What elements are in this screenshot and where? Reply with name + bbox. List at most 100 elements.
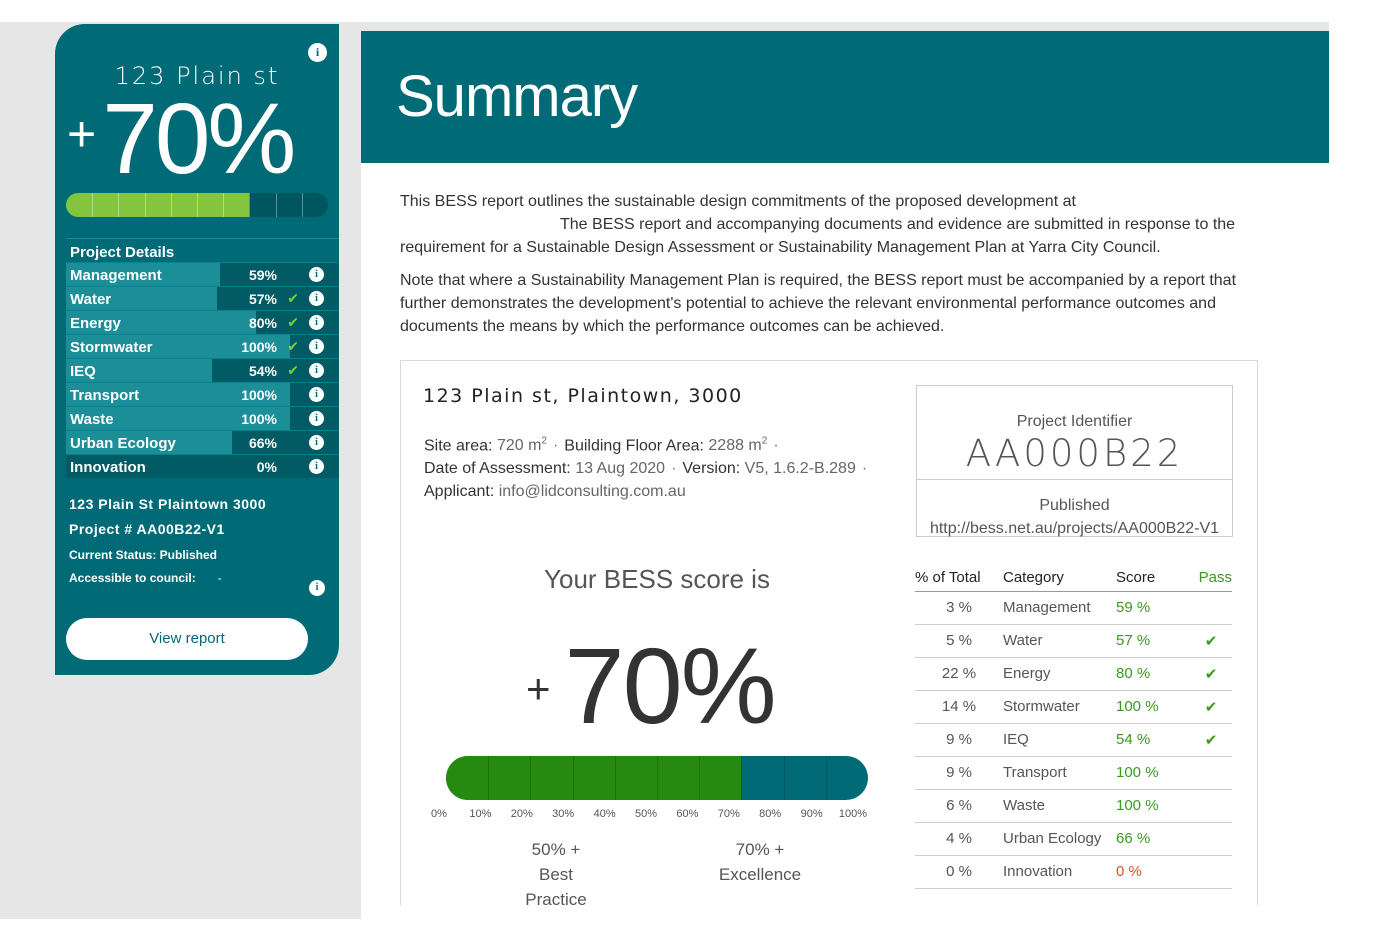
check-icon: ✔ [287, 290, 299, 306]
detail-row-label: Innovation [70, 459, 146, 476]
applicant-label: Applicant: [424, 483, 495, 501]
card-bar-tick [197, 193, 198, 217]
best-practice-threshold: 50% + Best Practice [506, 837, 606, 912]
card-score: +70% [67, 82, 296, 197]
detail-row-bar [66, 287, 218, 310]
detail-row-water[interactable]: Water 57% ✔ i [66, 286, 339, 310]
version-value: V5, 1.6.2-B.289 [744, 460, 856, 478]
meta-access-value: - [217, 571, 222, 585]
table-row: 9 % Transport 100 % [915, 756, 1232, 790]
meta-access: Accessible to council: - [69, 571, 222, 585]
meta-access-label: Accessible to council: [69, 571, 196, 585]
detail-row-energy[interactable]: Energy 80% ✔ i [66, 310, 339, 334]
table-row: 5 % Water 57 % ✔ [915, 624, 1232, 658]
detail-row-innovation[interactable]: Innovation 0% i [66, 454, 339, 478]
gauge-tick-label: 20% [510, 808, 533, 820]
meta-status: Current Status: Published [69, 548, 218, 562]
info-icon[interactable]: i [309, 291, 324, 306]
check-icon [1190, 756, 1232, 790]
floor-area-label: Building Floor Area: [564, 437, 704, 455]
detail-row-bar [66, 407, 290, 430]
cell-total: 14 % [915, 690, 1003, 724]
cell-score: 80 % [1116, 657, 1190, 691]
intro-p1-b: The BESS report and accompanying documen… [400, 216, 1236, 256]
cell-total: 4 % [915, 822, 1003, 856]
check-icon [1190, 789, 1232, 823]
card-bar-tick [301, 193, 303, 217]
gauge-tick-label: 50% [634, 808, 658, 820]
identifier-url[interactable]: http://bess.net.au/projects/AA000B22-V1 [929, 520, 1220, 537]
check-icon [1190, 591, 1232, 625]
check-icon: ✔ [1190, 690, 1232, 724]
info-icon[interactable]: i [308, 43, 327, 62]
info-icon[interactable]: i [309, 580, 325, 596]
best-practice-label: Best Practice [525, 865, 587, 909]
version-label: Version: [682, 460, 741, 478]
detail-row-urban-ecology[interactable]: Urban Ecology 66% i [66, 430, 339, 454]
check-icon: ✔ [1190, 723, 1232, 757]
detail-row-stormwater[interactable]: Stormwater 100% ✔ i [66, 334, 339, 358]
cell-total: 6 % [915, 789, 1003, 823]
score-gauge-fill [446, 756, 742, 800]
detail-row-ieq[interactable]: IEQ 54% ✔ i [66, 358, 339, 382]
project-facts: Site area: 720 m2 · Building Floor Area: 2… [424, 430, 873, 503]
meta-address: 123 Plain St Plaintown 3000 [69, 496, 267, 512]
gauge-tick-label: 0% [431, 808, 447, 820]
info-icon[interactable]: i [309, 459, 324, 474]
card-score-plus: + [67, 106, 97, 162]
detail-row-label: Urban Ecology [70, 435, 176, 452]
cell-category: Waste [1003, 789, 1116, 823]
intro-paragraph-1: This BESS report outlines the sustainabl… [400, 190, 1250, 259]
meta-project-number: Project # AA00B22-V1 [69, 521, 225, 537]
detail-row-waste[interactable]: Waste 100% i [66, 406, 339, 430]
info-icon[interactable]: i [309, 435, 324, 450]
date-label: Date of Assessment: [424, 460, 571, 478]
intro-text: This BESS report outlines the sustainabl… [400, 190, 1250, 348]
info-icon[interactable]: i [309, 267, 324, 282]
check-icon: ✔ [287, 314, 299, 330]
info-icon[interactable]: i [309, 339, 324, 354]
detail-row-label: Energy [70, 315, 121, 332]
info-icon[interactable]: i [309, 363, 324, 378]
detail-row-label: Stormwater [70, 339, 153, 356]
detail-row-label: Water [70, 291, 112, 308]
cell-category: Management [1003, 591, 1116, 625]
cell-score: 59 % [1116, 591, 1190, 625]
cell-total: 9 % [915, 723, 1003, 757]
excellence-label: Excellence [718, 865, 802, 884]
table-row: 9 % IEQ 54 % ✔ [915, 723, 1232, 757]
separator: · [773, 437, 779, 455]
best-practice-value: 50% + [531, 840, 581, 859]
view-report-button[interactable]: View report [66, 618, 308, 660]
detail-row-bar [66, 383, 290, 406]
facts-line-3: Applicant: info@lidconsulting.com.au [424, 480, 873, 503]
table-row: 0 % Innovation 0 % [915, 855, 1232, 889]
cell-score: 0 % [1116, 855, 1190, 889]
detail-row-value: 66% [248, 435, 277, 451]
detail-row-value: 100% [241, 339, 277, 355]
applicant-value[interactable]: info@lidconsulting.com.au [498, 483, 686, 501]
gauge-tick [699, 756, 701, 800]
identifier-divider [917, 479, 1232, 480]
score-value: 70% [564, 625, 777, 746]
info-icon[interactable]: i [309, 411, 324, 426]
gauge-tick-label: 30% [552, 808, 575, 820]
card-bar-tick [275, 193, 277, 217]
table-row: 4 % Urban Ecology 66 % [915, 822, 1232, 856]
separator: · [861, 460, 868, 478]
separator: · [671, 460, 677, 478]
check-icon: ✔ [1190, 657, 1232, 691]
floor-area-value: 2288 m2 [708, 436, 768, 455]
info-icon[interactable]: i [309, 387, 324, 402]
detail-row-value: 100% [241, 387, 277, 403]
detail-row-transport[interactable]: Transport 100% i [66, 382, 339, 406]
project-summary-card: 123 Plain st i +70% Project Details Mana… [55, 24, 339, 675]
check-icon [1190, 822, 1232, 856]
info-icon[interactable]: i [309, 315, 324, 330]
detail-row-label: Management [70, 267, 162, 284]
detail-row-management[interactable]: Management 59% i [66, 262, 339, 286]
card-bar-tick [118, 193, 120, 217]
card-bar-tick [144, 193, 146, 217]
detail-row-bar [66, 311, 256, 334]
gauge-tick-label: 80% [759, 808, 782, 820]
